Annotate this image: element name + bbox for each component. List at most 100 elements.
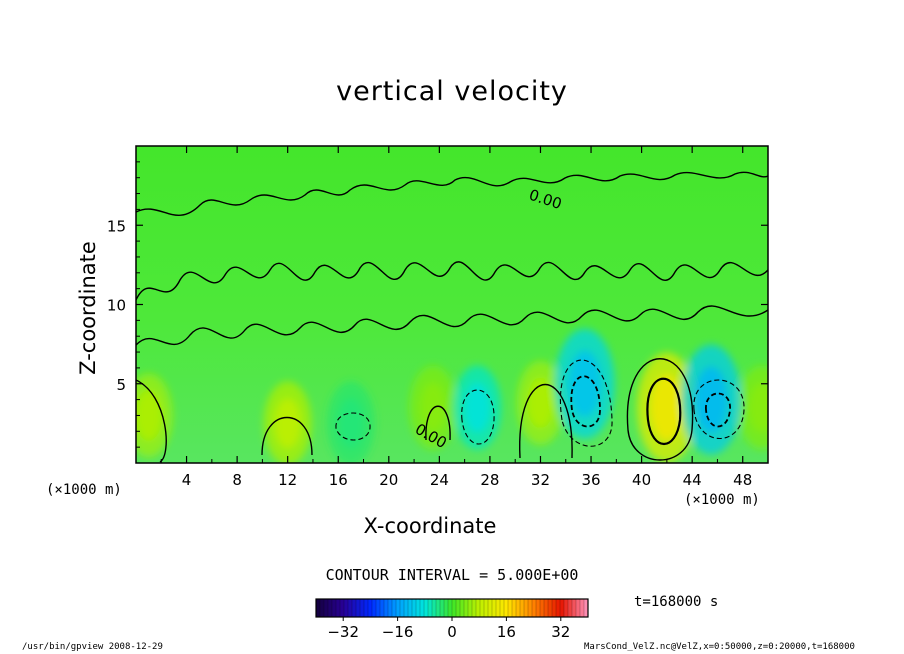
chart-title: vertical velocity	[336, 76, 568, 107]
colorbar-swatch	[344, 599, 349, 617]
colorbar-swatch	[324, 599, 329, 617]
colorbar-swatch	[316, 599, 321, 617]
colorbar-swatch	[340, 599, 345, 617]
colorbar-swatch	[420, 599, 425, 617]
colorbar-swatch	[380, 599, 385, 617]
colorbar-swatch	[388, 599, 393, 617]
contour-cell-24	[425, 405, 451, 441]
x-unit-right: (×1000 m)	[684, 492, 760, 508]
contour-cell-42-inner	[646, 377, 682, 446]
negative-contour-lines	[335, 359, 745, 447]
footer-right: MarsCond_VelZ.nc@VelZ,x=0:50000,z=0:2000…	[584, 642, 855, 652]
colorbar-swatch	[372, 599, 377, 617]
colorbar-tick-label-3: 16	[497, 623, 516, 641]
colorbar-swatch	[460, 599, 465, 617]
colorbar-swatch	[484, 599, 489, 617]
colorbar-swatch	[328, 599, 333, 617]
colorbar-swatch	[544, 599, 549, 617]
colorbar-swatch	[432, 599, 437, 617]
colorbar-swatch	[384, 599, 389, 617]
colorbar-swatch	[524, 599, 529, 617]
colorbar-swatch	[492, 599, 497, 617]
colorbar-swatch	[356, 599, 361, 617]
feature-core-positive-0	[650, 374, 684, 441]
y-ticks: 5 10 15	[107, 161, 768, 448]
colorbar-swatch	[472, 599, 477, 617]
colorbar-swatch	[452, 599, 457, 617]
x-tick-label-6: 28	[480, 471, 499, 489]
colorbar-tick-label-1: −16	[382, 623, 414, 641]
plot-area: 0.00 0.00	[136, 146, 768, 463]
colorbar-swatch	[364, 599, 369, 617]
y-axis-label: Z-coordinate	[76, 241, 100, 375]
colorbar-swatch	[504, 599, 509, 617]
time-label: t=168000 s	[634, 594, 719, 610]
colorbar-ticks: −32 −16 0 16 32	[327, 617, 570, 641]
colorbar-swatch	[584, 599, 589, 617]
x-tick-label-9: 40	[632, 471, 651, 489]
x-tick-label-5: 24	[430, 471, 449, 489]
x-tick-label-1: 8	[232, 471, 242, 489]
colorbar-swatch	[532, 599, 537, 617]
colorbar-swatch	[572, 599, 577, 617]
colorbar-swatch	[480, 599, 485, 617]
colorbar-tick-label-0: −32	[327, 623, 359, 641]
contour-neg-45	[693, 379, 745, 439]
x-tick-label-7: 32	[531, 471, 550, 489]
colorbar-swatch	[412, 599, 417, 617]
footer-left: /usr/bin/gpview 2008-12-29	[22, 642, 163, 652]
contour-neg-27	[461, 389, 495, 445]
colorbar-swatch	[508, 599, 513, 617]
colorbar-swatch	[500, 599, 505, 617]
contour-zero-mid	[136, 261, 768, 301]
colorbar-swatch	[352, 599, 357, 617]
x-tick-label-2: 12	[278, 471, 297, 489]
colorbar-swatch	[368, 599, 373, 617]
colorbar-swatch	[520, 599, 525, 617]
colorbar-swatch	[428, 599, 433, 617]
feature-core-positive-5	[748, 382, 768, 433]
y-tick-label-2: 15	[107, 217, 126, 235]
feature-core-negative-8	[464, 382, 491, 433]
x-tick-label-8: 36	[581, 471, 600, 489]
colorbar-swatch	[348, 599, 353, 617]
contour-neg-36-inner	[570, 375, 601, 428]
colorbar-swatch	[568, 599, 573, 617]
colorbar-swatch	[488, 599, 493, 617]
colorbar-swatch	[496, 599, 501, 617]
colorbar-swatch	[540, 599, 545, 617]
colorbar-swatch	[516, 599, 521, 617]
colorbar-swatch	[408, 599, 413, 617]
colorbar-swatch	[464, 599, 469, 617]
feature-core-positive-2	[274, 398, 301, 449]
y-tick-label-1: 10	[107, 297, 126, 315]
colorbar-swatch	[336, 599, 341, 617]
feature-core-positive-3	[136, 390, 162, 441]
x-unit-left: (×1000 m)	[46, 482, 122, 498]
colorbar-swatch	[580, 599, 585, 617]
colorbar-swatch	[320, 599, 325, 617]
x-axis-label: X-coordinate	[363, 514, 497, 538]
colorbar-swatch	[560, 599, 565, 617]
feature-core-negative-6	[568, 350, 602, 417]
colorbar-swatch	[396, 599, 401, 617]
colorbar-tick-label-2: 0	[447, 623, 457, 641]
colorbar-swatch	[404, 599, 409, 617]
x-tick-label-0: 4	[182, 471, 192, 489]
feature-core-negative-9	[337, 398, 365, 449]
colorbar-swatch	[456, 599, 461, 617]
colorbar-swatch	[376, 599, 381, 617]
colorbar-swatch	[556, 599, 561, 617]
feature-core-negative-7	[694, 366, 728, 433]
colorbar-tick-label-4: 32	[551, 623, 570, 641]
contour-lines	[136, 171, 768, 463]
x-tick-label-4: 20	[379, 471, 398, 489]
contour-zero-lower	[136, 305, 768, 346]
colorbar	[316, 599, 589, 617]
x-tick-label-10: 44	[683, 471, 702, 489]
contour-neg-17	[335, 412, 371, 441]
colorbar-swatch	[424, 599, 429, 617]
colorbar-swatch	[548, 599, 553, 617]
colorbar-swatch	[552, 599, 557, 617]
